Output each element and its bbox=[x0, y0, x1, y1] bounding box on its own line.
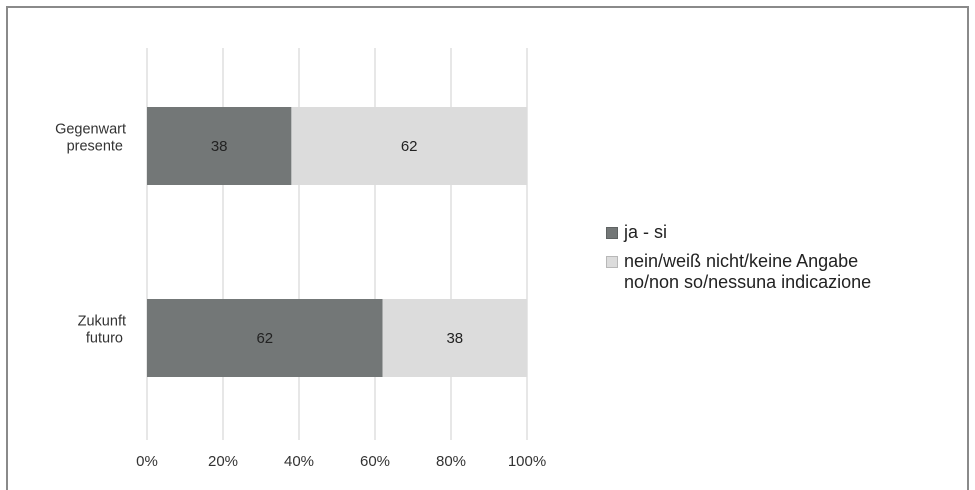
x-tick-label-3: 60% bbox=[360, 453, 390, 470]
bar-0-series-0 bbox=[147, 107, 292, 185]
data-label-1-series-0: 62 bbox=[256, 330, 273, 347]
x-tick-label-5: 100% bbox=[508, 453, 546, 470]
chart-frame bbox=[6, 6, 969, 490]
axes: 0% 20% 40% 60% 80% 100% Gegenwart presente Zukun… bbox=[55, 122, 546, 471]
legend-item-ja-si: ja - si bbox=[606, 222, 956, 243]
x-tick-label-2: 40% bbox=[284, 453, 314, 470]
data-labels: 38 62 62 38 bbox=[211, 138, 463, 347]
data-label-0-series-0: 38 bbox=[211, 138, 228, 155]
data-label-0-series-1: 62 bbox=[401, 138, 418, 155]
bar-0-series-1 bbox=[291, 107, 527, 185]
legend-swatch-ja-si bbox=[606, 227, 618, 239]
legend: ja - si nein/weiß nicht/keine Angabe no/… bbox=[606, 222, 956, 301]
legend-label-ja-si: ja - si bbox=[624, 222, 668, 242]
x-tick-label-4: 80% bbox=[436, 453, 466, 470]
bar-1-series-0 bbox=[147, 299, 383, 377]
bar-1-series-1 bbox=[382, 299, 527, 377]
legend-item-nein: nein/weiß nicht/keine Angabe no/non so/n… bbox=[606, 251, 956, 293]
x-tick-label-0: 0% bbox=[136, 453, 158, 470]
category-label-0: Gegenwart presente bbox=[55, 122, 126, 155]
legend-label-nein: nein/weiß nicht/keine Angabe no/non so/n… bbox=[624, 251, 872, 292]
category-label-1: Zukunft futuro bbox=[78, 314, 126, 347]
data-label-1-series-1: 38 bbox=[446, 330, 463, 347]
x-tick-label-1: 20% bbox=[208, 453, 238, 470]
gridlines bbox=[146, 48, 528, 440]
bars bbox=[147, 107, 527, 377]
legend-swatch-nein bbox=[606, 256, 618, 268]
